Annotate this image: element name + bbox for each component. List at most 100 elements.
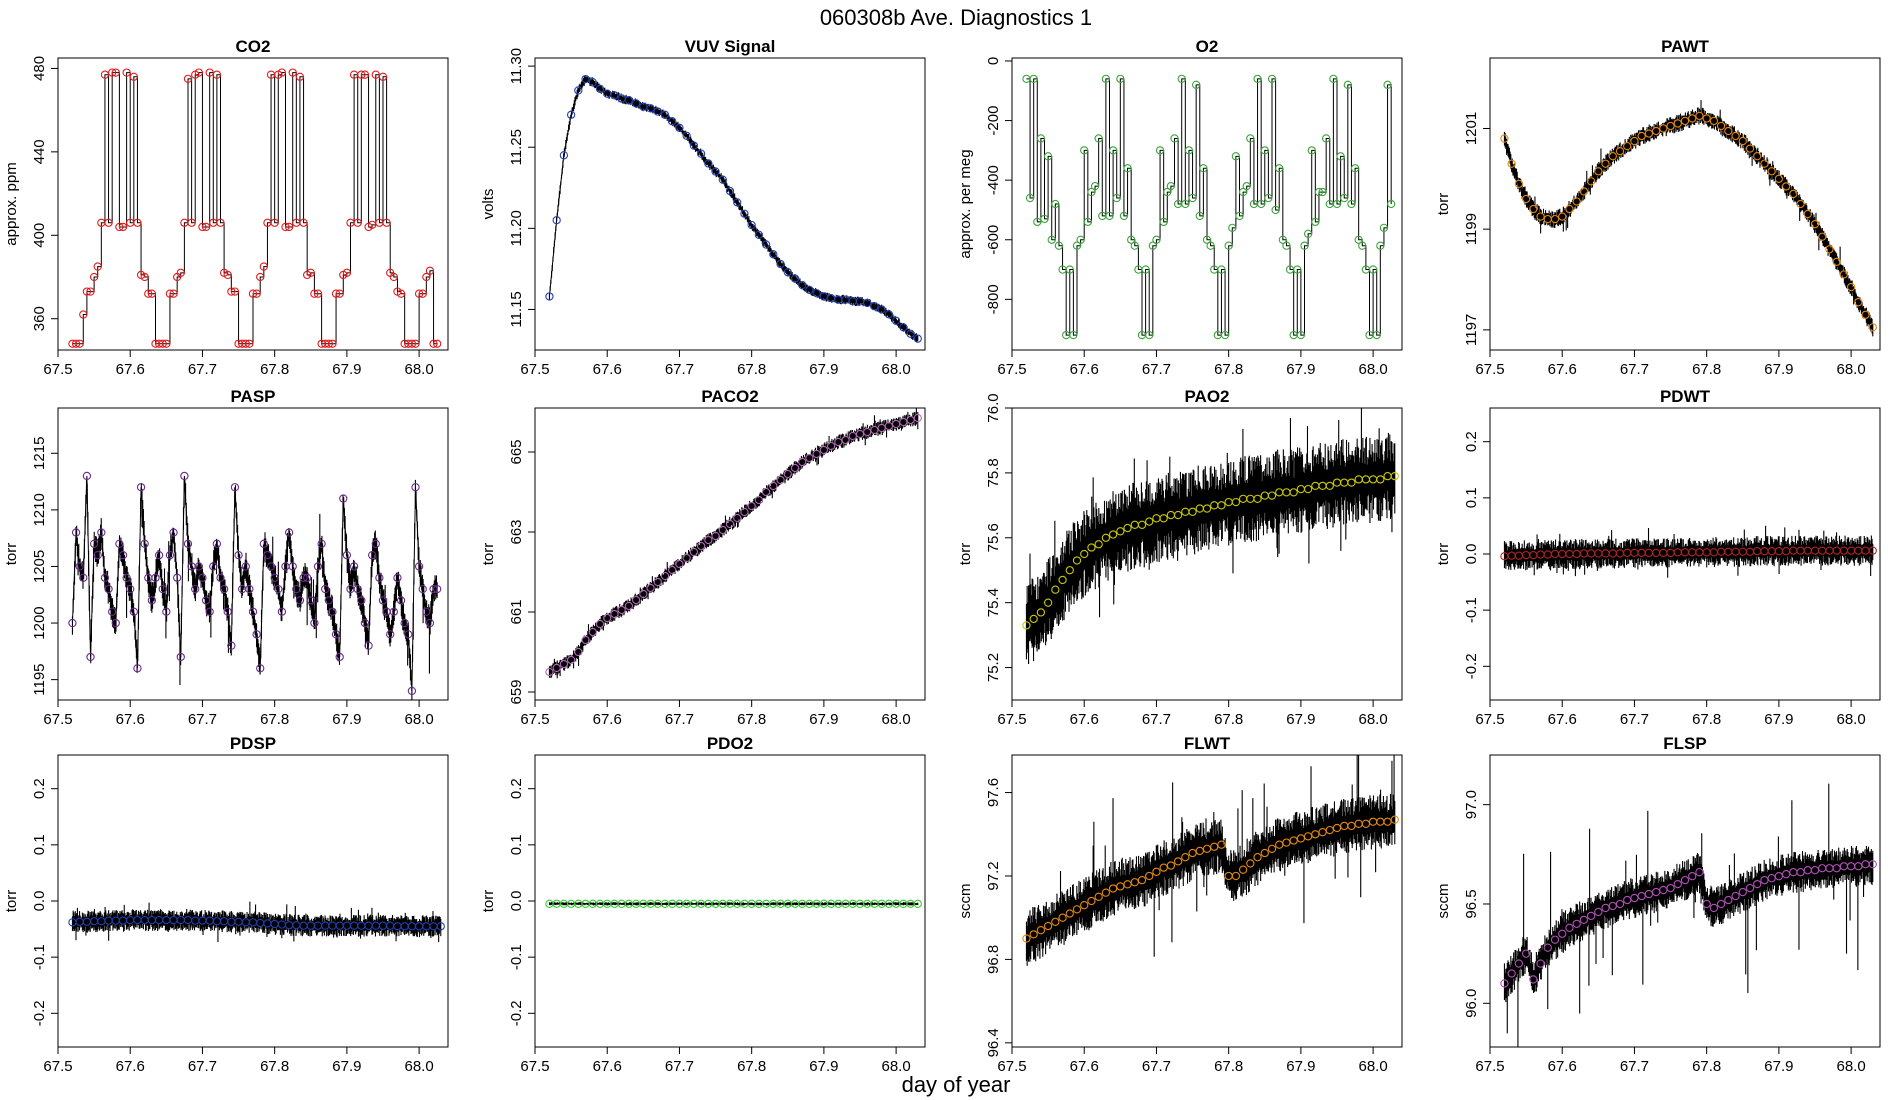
data-point — [1586, 177, 1596, 186]
data-point — [1514, 959, 1524, 968]
data-point — [324, 596, 333, 605]
data-point — [1651, 126, 1661, 136]
data-point — [404, 630, 413, 639]
y-axis-label: torr — [957, 543, 974, 566]
data-point — [1076, 235, 1085, 244]
data-point — [1347, 478, 1356, 487]
data-point — [79, 310, 88, 319]
data-point — [1123, 880, 1132, 889]
data-point — [310, 618, 319, 628]
data-point — [559, 151, 569, 160]
data-point — [248, 607, 258, 616]
data-point — [89, 539, 99, 548]
data-point — [396, 596, 406, 605]
data-point — [1173, 510, 1183, 520]
data-point — [357, 70, 366, 79]
data-point — [581, 635, 590, 645]
data-point — [1054, 241, 1064, 250]
data-point — [306, 596, 315, 605]
data-point — [1666, 883, 1675, 893]
panel-co2: CO2 approx. ppm 67.5 67.6 67.7 67.8 67.9 68.0 36… — [3, 37, 449, 378]
y-axis-label: torr — [1435, 543, 1452, 566]
data-point — [1839, 270, 1849, 279]
data-point — [725, 186, 735, 196]
data-point — [1594, 907, 1603, 917]
data-point — [1296, 330, 1306, 340]
y-tick-label: 0 — [985, 57, 1002, 65]
data-point — [1257, 199, 1266, 209]
x-tick-label: 67.6 — [1070, 1058, 1099, 1075]
data-point — [711, 531, 720, 541]
data-point — [906, 329, 915, 338]
data-point — [1550, 214, 1560, 224]
data-point — [1152, 867, 1161, 876]
data-point — [1514, 179, 1524, 189]
y-tick-label: 0.2 — [508, 778, 525, 799]
panel-title: FLWT — [1184, 734, 1231, 753]
data-point — [1579, 915, 1589, 925]
data-point — [675, 123, 684, 132]
plot-frame — [1011, 754, 1403, 1048]
data-point — [1361, 819, 1371, 828]
data-point — [1282, 838, 1291, 847]
data-point — [75, 339, 84, 348]
y-tick-label: -600 — [985, 225, 1002, 255]
x-tick-label: 67.8 — [1214, 711, 1243, 728]
data-point — [1340, 193, 1349, 203]
data-point — [552, 216, 561, 225]
y-tick-label: 665 — [508, 439, 525, 464]
data-point — [819, 445, 829, 455]
data-point — [252, 289, 261, 298]
x-tick-label: 68.0 — [405, 1058, 434, 1075]
x-tick-label: 67.6 — [116, 1058, 145, 1075]
data-point — [147, 596, 157, 605]
data-point — [761, 487, 771, 497]
plot-frame — [1489, 57, 1881, 351]
data-point — [1507, 159, 1516, 168]
x-tick-label: 68.0 — [1359, 1058, 1388, 1075]
data-point — [154, 550, 164, 560]
data-point — [1253, 74, 1262, 84]
data-point — [1709, 116, 1719, 126]
data-point — [284, 528, 294, 537]
data-point — [1069, 330, 1078, 340]
data-point — [248, 289, 258, 298]
data-point — [317, 539, 326, 548]
data-point — [100, 70, 110, 79]
data-point — [1220, 330, 1230, 340]
data-point — [335, 652, 344, 662]
data-point — [653, 577, 662, 587]
data-point — [1116, 527, 1125, 536]
x-tick-label: 67.8 — [1692, 361, 1721, 378]
y-tick-label: 0.1 — [508, 834, 525, 855]
y-tick-label: 1197 — [1463, 314, 1480, 346]
data-point — [1101, 888, 1111, 897]
data-point — [1781, 182, 1791, 191]
data-point — [1058, 575, 1067, 585]
data-point — [1148, 241, 1157, 250]
figure-xlabel: day of year — [902, 1072, 1011, 1097]
data-point — [303, 573, 312, 582]
data-point — [1623, 141, 1632, 151]
data-point — [1854, 298, 1863, 307]
y-tick-label: 1195 — [31, 663, 48, 695]
data-point — [191, 584, 200, 594]
data-point — [165, 289, 175, 298]
x-tick-label: 67.5 — [1475, 711, 1504, 728]
y-tick-label: 1200 — [31, 606, 48, 639]
panel-flwt: FLWT sccm 67.5 67.6 67.7 67.8 67.9 68.0 96.4 96.8… — [957, 734, 1403, 1075]
x-tick-label: 68.0 — [1837, 1058, 1866, 1075]
x-tick-label: 67.6 — [116, 711, 145, 728]
data-point — [205, 68, 214, 77]
data-point — [1293, 265, 1302, 274]
data-point — [1536, 212, 1545, 221]
y-axis-label: volts — [480, 189, 497, 220]
series-group — [1500, 783, 1877, 1047]
data-point — [588, 627, 597, 637]
data-point — [75, 562, 84, 571]
data-point — [414, 289, 424, 298]
data-point — [1101, 74, 1111, 84]
data-point — [284, 222, 294, 232]
data-point — [1379, 223, 1389, 232]
x-tick-label: 67.9 — [1286, 711, 1315, 728]
